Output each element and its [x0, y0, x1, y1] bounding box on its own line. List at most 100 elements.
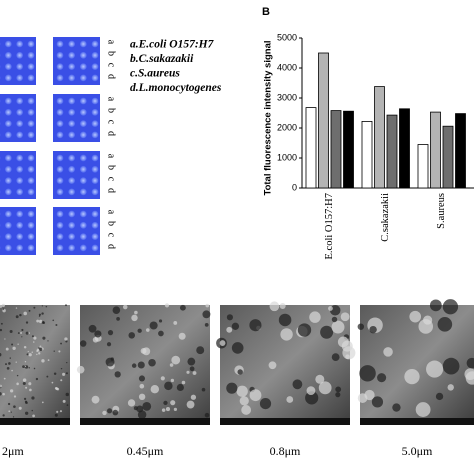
- array-spot: [68, 63, 76, 70]
- sem-image: [0, 305, 70, 425]
- array-spot: [68, 40, 76, 48]
- array-spot: [68, 165, 76, 173]
- array-spot: [27, 244, 35, 252]
- sem-texture: [21, 328, 24, 332]
- array-spot: [4, 74, 12, 82]
- array-spot: [4, 188, 12, 196]
- array-spot: [4, 97, 12, 105]
- array-spot: [16, 120, 24, 127]
- sem-texture: [192, 371, 197, 375]
- array-spot: [4, 221, 12, 229]
- array-spot: [27, 154, 35, 162]
- sem-texture: [239, 396, 249, 406]
- sem-texture: [55, 387, 59, 391]
- sem-texture: [18, 406, 22, 410]
- array-spot: [79, 244, 87, 252]
- sem-texture: [249, 389, 262, 402]
- y-tick-label: 0: [292, 182, 297, 192]
- sem-texture: [383, 347, 393, 357]
- array-spot: [79, 51, 87, 59]
- sem-texture: [201, 387, 206, 392]
- array-spot: [91, 221, 99, 229]
- sem-texture: [106, 342, 112, 347]
- bar: [305, 107, 317, 189]
- sem-texture: [309, 311, 321, 323]
- sem-texture: [404, 368, 420, 385]
- sem-texture: [134, 310, 138, 315]
- sem-texture: [60, 342, 62, 345]
- sem-texture: [415, 402, 431, 417]
- sem-texture: [13, 405, 16, 408]
- array-spot: [4, 177, 12, 185]
- array-spot: [56, 131, 64, 139]
- sem-texture: [231, 322, 240, 330]
- sem-texture: [23, 345, 27, 349]
- bar: [318, 52, 329, 189]
- sem-texture: [41, 312, 44, 315]
- panel-label: B: [262, 6, 270, 18]
- array-spot: [4, 154, 12, 162]
- sem-texture: [269, 301, 280, 312]
- sem-info-bar: [360, 418, 474, 425]
- sem-texture: [53, 372, 57, 376]
- array-spot: [4, 233, 12, 241]
- bar: [374, 86, 385, 189]
- sem-texture: [165, 407, 171, 412]
- array-spot: [27, 233, 35, 241]
- array-spot: [79, 210, 87, 218]
- sem-texture: [6, 367, 10, 370]
- array-spot: [4, 244, 12, 252]
- well-label: a: [106, 154, 117, 159]
- sem-texture: [112, 409, 119, 416]
- sem-texture: [202, 310, 211, 319]
- array-panel: a b c d a b c d a b c d a b c d: [0, 37, 117, 255]
- sem-texture: [331, 353, 340, 361]
- sem-texture: [38, 347, 40, 349]
- sem-texture: [52, 319, 55, 322]
- y-tick-label: 5000: [277, 32, 297, 42]
- well-label: a: [106, 97, 117, 102]
- sem-texture: [33, 367, 36, 370]
- sem-texture: [24, 400, 28, 403]
- sem-texture: [337, 336, 349, 348]
- sem-texture: [47, 359, 50, 361]
- sem-texture: [3, 377, 6, 380]
- sem-texture: [196, 346, 205, 355]
- array-spot: [4, 131, 12, 139]
- sem-texture: [22, 365, 25, 369]
- sem-texture: [2, 392, 5, 396]
- sem-texture: [136, 405, 144, 413]
- sem-texture: [105, 357, 115, 367]
- sem-texture: [145, 328, 150, 332]
- sem-texture: [107, 329, 114, 336]
- well-label: c: [106, 120, 117, 125]
- array-spot: [27, 177, 35, 185]
- sem-texture: [179, 304, 186, 311]
- sem-texture: [170, 378, 175, 383]
- sem-texture: [66, 404, 69, 406]
- array-spot: [91, 63, 99, 70]
- sem-texture: [28, 382, 32, 386]
- sem-texture: [31, 351, 33, 353]
- array-spot: [68, 97, 76, 105]
- sem-texture: [237, 369, 243, 375]
- sem-texture: [138, 375, 146, 382]
- sem-texture: [279, 303, 286, 310]
- array-spot: [16, 40, 24, 48]
- array-spot: [68, 108, 76, 116]
- sem-texture: [226, 326, 233, 333]
- sem-texture: [5, 363, 7, 366]
- sem-texture: [32, 341, 35, 343]
- sem-texture: [38, 352, 41, 355]
- sem-texture: [65, 340, 68, 343]
- array-spot: [16, 165, 24, 173]
- array-spot: [79, 120, 87, 127]
- array-spot: [79, 221, 87, 229]
- array-spot: [16, 131, 24, 139]
- sem-texture: [64, 337, 68, 341]
- sem-texture: [36, 319, 40, 323]
- sem-texture: [137, 410, 147, 419]
- sem-texture: [31, 335, 34, 338]
- sem-texture: [429, 299, 442, 312]
